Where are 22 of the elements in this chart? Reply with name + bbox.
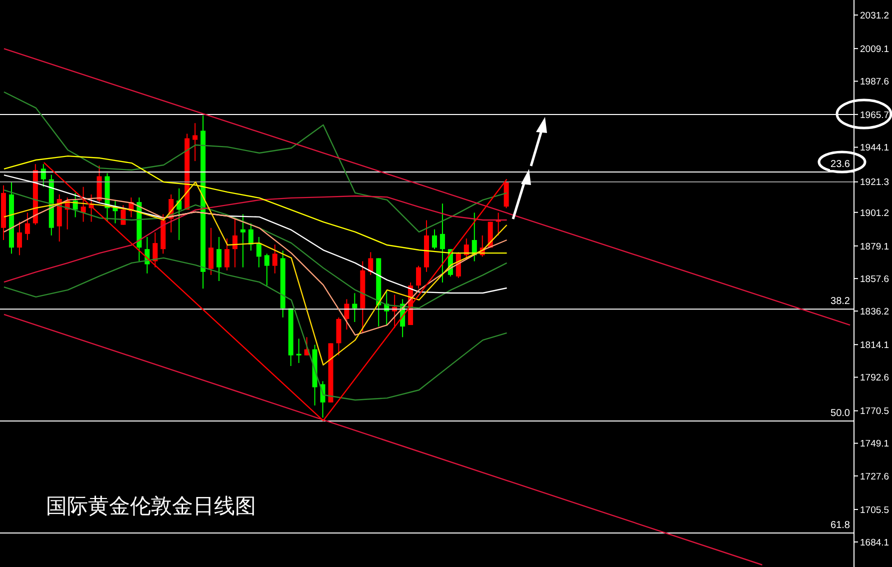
y-tick-label: 1684.1 — [860, 537, 890, 548]
y-tick-label: 1705.5 — [860, 504, 890, 516]
y-tick-label: 1901.2 — [860, 208, 890, 219]
y-tick-label: 1727.6 — [860, 471, 890, 482]
y-tick-label: 1879.1 — [860, 241, 890, 252]
y-tick-label: 1814.1 — [860, 340, 890, 351]
annotation: 38.2 — [830, 296, 851, 308]
y-tick-label: 1792.6 — [860, 372, 890, 384]
y-tick-label: 2009.1 — [860, 44, 890, 55]
y-tick-label: 1770.5 — [860, 406, 890, 418]
annotation: 50.0 — [830, 408, 851, 419]
text: 国际黄金伦敦金日线图 — [46, 493, 256, 520]
y-tick-label: 1921.3 — [860, 177, 890, 188]
y-tick-label: 1987.6 — [860, 76, 890, 88]
y-tick-label: 1944.1 — [860, 142, 890, 154]
y-tick-label: 1836.2 — [860, 306, 890, 318]
y-tick-label: 1965.7 — [860, 110, 890, 121]
y-tick-label: 1749.1 — [860, 438, 890, 450]
annotation: 61.8 — [830, 520, 851, 531]
annotation: 23.6 — [830, 158, 851, 170]
y-tick-label: 2031.2 — [860, 10, 890, 22]
y-tick-label: 1857.6 — [860, 274, 890, 285]
